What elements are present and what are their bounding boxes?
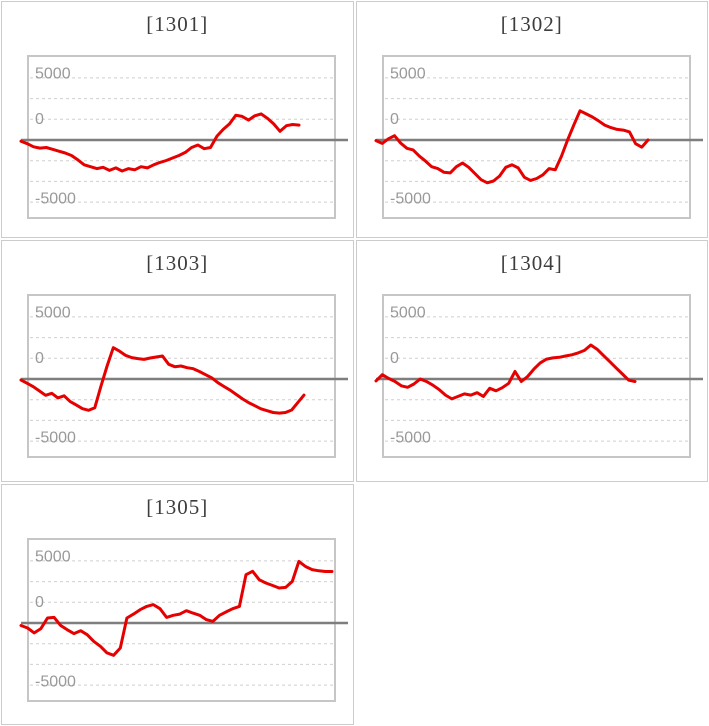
chart-title: [1301] xyxy=(146,12,209,36)
slump-line-chart: 5000 0 -5000 xyxy=(374,55,703,219)
plot-border xyxy=(27,294,336,458)
plot-border xyxy=(27,538,336,702)
y-tick-label: -5000 xyxy=(35,674,76,691)
y-tick-label: 5000 xyxy=(35,65,71,82)
chart-card: [1303] 5000 0 -5000 xyxy=(1,240,354,482)
chart-title: [1304] xyxy=(500,251,563,275)
y-tick-label: 0 xyxy=(35,111,44,128)
chart-card: [1302] 5000 0 -5000 xyxy=(355,1,708,238)
y-tick-label: 5000 xyxy=(35,304,71,321)
slump-line xyxy=(19,559,334,657)
y-tick-label: -5000 xyxy=(390,191,431,208)
slump-line xyxy=(374,109,649,185)
slump-line-chart: 5000 0 -5000 xyxy=(19,294,348,458)
y-tick-label: 5000 xyxy=(390,65,426,82)
slump-line xyxy=(374,343,636,401)
plot-border xyxy=(381,294,691,458)
y-tick-label: 0 xyxy=(390,350,399,367)
y-tick-label: 5000 xyxy=(390,304,426,321)
slump-line-chart: 5000 0 -5000 xyxy=(19,55,348,219)
slump-line-chart: 5000 0 -5000 xyxy=(374,294,703,458)
slump-line xyxy=(19,112,301,173)
y-tick-label: 0 xyxy=(35,350,44,367)
y-tick-label: -5000 xyxy=(35,430,76,447)
slump-line xyxy=(19,346,306,415)
plot-border xyxy=(27,55,336,219)
chart-title: [1305] xyxy=(146,495,209,519)
chart-card: [1305] 5000 0 -5000 xyxy=(1,484,354,725)
y-tick-label: -5000 xyxy=(390,430,431,447)
chart-title: [1302] xyxy=(500,12,563,36)
y-tick-label: -5000 xyxy=(35,191,76,208)
empty-grid-cell xyxy=(355,484,708,725)
y-tick-label: 5000 xyxy=(35,548,71,565)
plot-border xyxy=(381,55,691,219)
chart-title: [1303] xyxy=(146,251,209,275)
slump-line-chart: 5000 0 -5000 xyxy=(19,538,348,702)
chart-card: [1304] 5000 0 -5000 xyxy=(355,240,708,482)
y-tick-label: 0 xyxy=(35,594,44,611)
y-tick-label: 0 xyxy=(390,111,399,128)
chart-card: [1301] 5000 0 -5000 xyxy=(1,1,354,238)
